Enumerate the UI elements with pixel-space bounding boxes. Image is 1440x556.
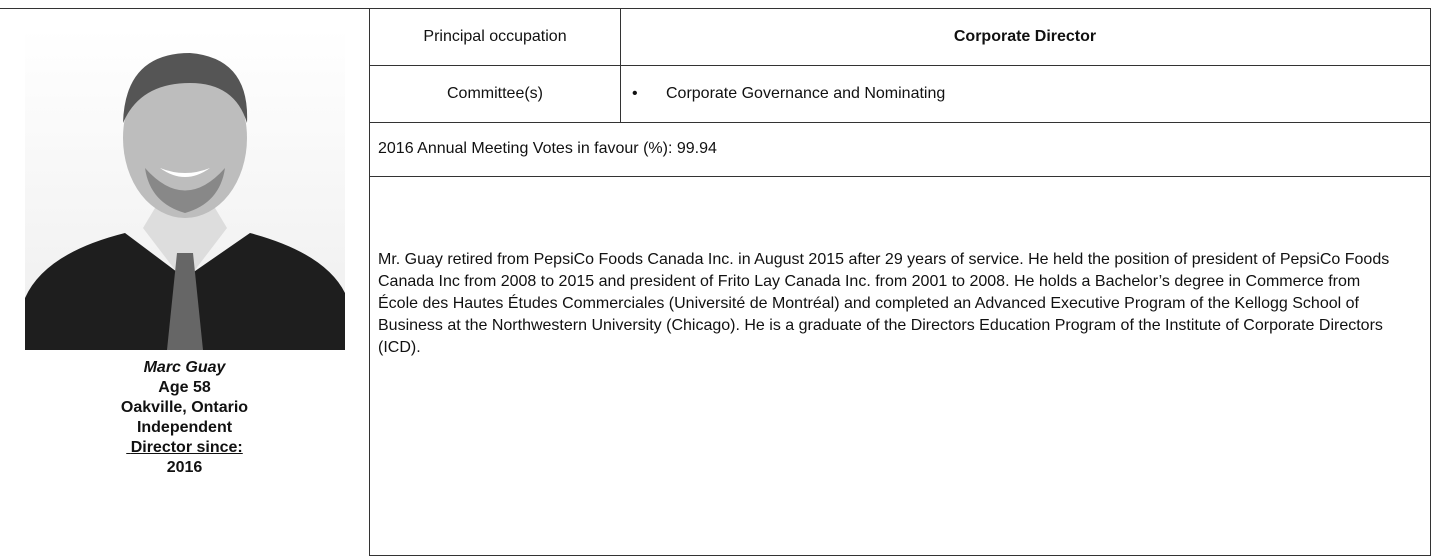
occupation-label: Principal occupation bbox=[369, 8, 621, 66]
committee: • Corporate Governance and Nominating bbox=[632, 85, 945, 103]
top-rule bbox=[0, 8, 369, 9]
page: Marc Guay Age 58 Oakville, Ontario Indep… bbox=[0, 8, 1431, 556]
age: Age 58 bbox=[158, 379, 211, 396]
committees: • Corporate Governance and Nominating bbox=[620, 65, 1431, 123]
biography: Mr. Guay retired from PepsiCo Foods Cana… bbox=[369, 176, 1431, 556]
committees-label: Committee(s) bbox=[369, 65, 621, 123]
status: Independent bbox=[136, 419, 233, 436]
director-since: 2016 bbox=[166, 459, 203, 476]
location: Oakville, Ontario bbox=[120, 399, 249, 416]
votes: 2016 Annual Meeting Votes in favour (%):… bbox=[369, 122, 1431, 177]
portrait bbox=[25, 28, 345, 350]
profile: Marc Guay Age 58 Oakville, Ontario Indep… bbox=[0, 358, 369, 478]
bullet: • bbox=[632, 84, 638, 102]
committee-name: Corporate Governance and Nominating bbox=[666, 84, 946, 102]
director-since-label: Director since: bbox=[130, 439, 243, 456]
name: Marc Guay bbox=[143, 359, 226, 376]
occupation: Corporate Director bbox=[620, 8, 1431, 66]
